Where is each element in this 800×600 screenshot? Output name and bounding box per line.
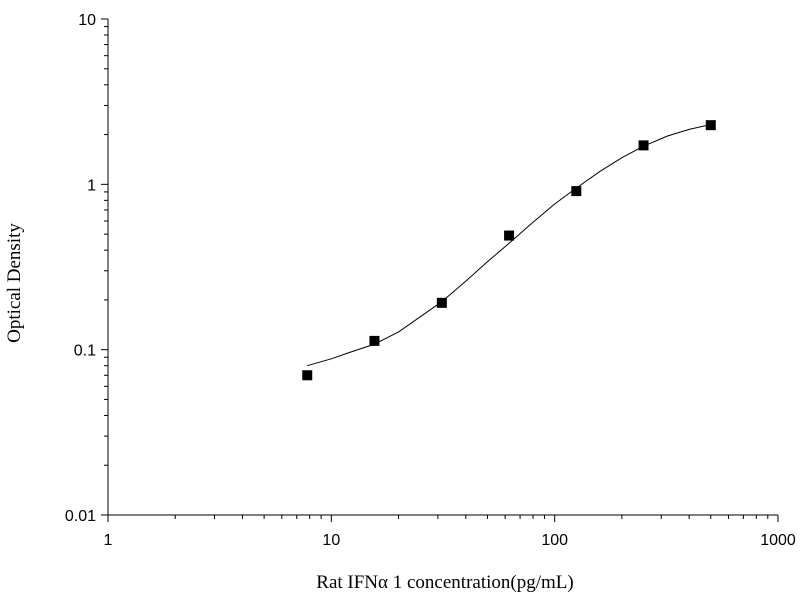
y-tick-label: 0.1	[74, 343, 96, 360]
x-tick-label: 10	[322, 532, 340, 549]
data-point	[504, 230, 515, 241]
data-point	[571, 186, 582, 197]
ticks	[101, 18, 779, 522]
y-axis-title: Optical Density	[4, 223, 25, 343]
x-tick-label: 100	[541, 532, 568, 549]
y-tick-label: 10	[78, 12, 96, 29]
data-points	[302, 120, 716, 381]
data-point	[638, 140, 649, 151]
tick-labels: 1 10 100 1000 0.01 0.1 1 10	[65, 12, 796, 549]
x-tick-label: 1000	[760, 532, 796, 549]
data-point	[302, 370, 313, 381]
data-point	[369, 335, 380, 346]
data-point	[705, 120, 716, 131]
x-axis-title: Rat IFNα 1 concentration(pg/mL)	[316, 572, 573, 593]
fit-curve	[307, 124, 711, 367]
y-tick-label: 0.01	[65, 508, 96, 525]
x-tick-label: 1	[104, 532, 113, 549]
axes	[107, 19, 778, 516]
data-point	[436, 297, 447, 308]
y-tick-label: 1	[87, 177, 96, 194]
